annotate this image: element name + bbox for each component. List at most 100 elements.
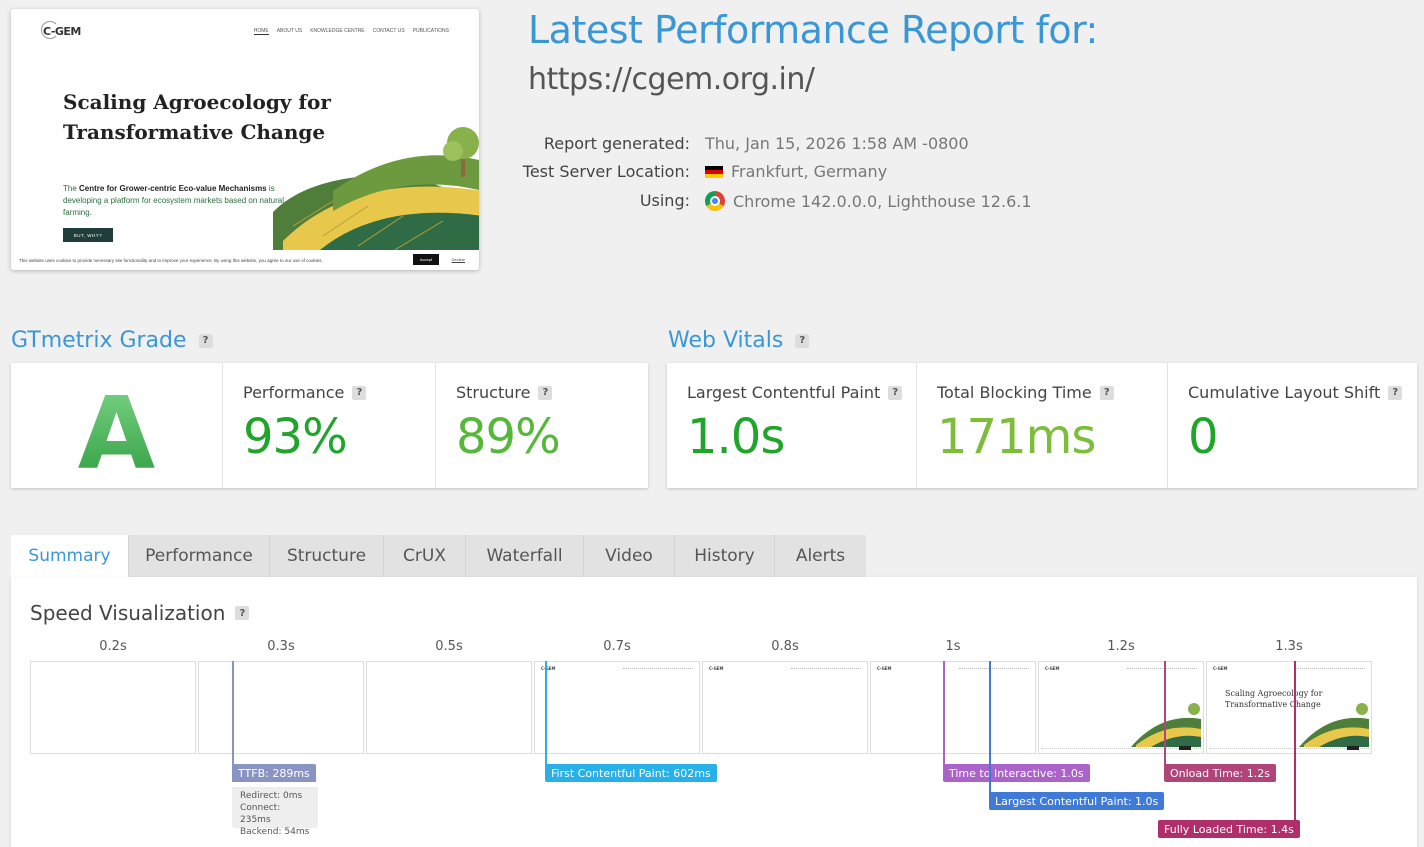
hills-illustration [273,127,479,256]
filmstrip-frame[interactable]: C·GEM [702,661,868,754]
lcp-label-wrap: Largest Contentful Paint ? [687,383,903,402]
filmstrip-frame[interactable]: C·GEM [1038,661,1204,754]
location-value-wrap: Frankfurt, Germany [705,162,887,181]
filmstrip-frame[interactable]: C·GEM [870,661,1036,754]
mini-nav [1295,668,1365,669]
ttfb-redirect: Redirect: 0ms [240,791,303,801]
filmstrip-frame[interactable] [30,661,196,754]
mini-logo-icon: C·GEM [1045,666,1060,671]
tti-label[interactable]: Time to Interactive: 1.0s [943,764,1090,782]
lcp-marker-line [989,661,991,797]
help-icon[interactable]: ? [352,385,367,400]
screenshot-cookie-bar: This website uses cookies to provide nec… [11,250,479,270]
screenshot-cta-button: BUT, WHY? [63,228,113,242]
cls-label: Cumulative Layout Shift [1188,383,1381,402]
frame-time: 1s [945,639,961,654]
screenshot-accept-button: Accept [413,254,439,265]
speed-title-text: Speed Visualization [30,601,226,625]
tab-video[interactable]: Video [584,535,675,577]
help-icon[interactable]: ? [198,333,213,348]
grade-letter: A [11,375,222,492]
logo-ring-icon [41,21,59,39]
tab-structure[interactable]: Structure [270,535,384,577]
screenshot-decline-link: Decline [451,257,465,262]
tbt-value: 171ms [937,409,1096,465]
screenshot-nav-item: HOME [253,28,269,35]
ttfb-backend: Backend: 54ms [240,827,310,837]
cls-value: 0 [1188,409,1219,465]
performance-cell: Performance ? 93% [223,363,436,488]
mini-nav [791,668,861,669]
onload-label[interactable]: Onload Time: 1.2s [1164,764,1276,782]
tab-crux[interactable]: CrUX [384,535,466,577]
ttfb-marker-line [232,661,234,769]
filmstrip-frame[interactable] [198,661,364,754]
filmstrip-frame[interactable]: C·GEM [534,661,700,754]
screenshot-logo: C-GEM [43,25,81,38]
tab-history[interactable]: History [675,535,775,577]
performance-label: Performance [243,383,345,402]
screenshot-nav-item: ABOUT US [276,28,303,34]
location-label: Test Server Location: [522,162,690,181]
mini-nav [1127,668,1197,669]
lcp-label: Largest Contentful Paint [687,383,881,402]
frame-time: 1.3s [1275,639,1303,654]
help-icon[interactable]: ? [1099,385,1114,400]
ttfb-detail: Redirect: 0ms Connect: 235ms Backend: 54… [232,787,318,837]
sub-rest: is developing a platform for ecosystem m… [63,184,285,217]
grade-section-title: GTmetrix Grade ? [11,328,213,353]
tab-performance[interactable]: Performance [129,535,270,577]
screenshot-nav-item: CONTACT US [372,28,405,34]
page-screenshot: C-GEM HOME ABOUT US KNOWLEDGE CENTRE CON… [11,9,479,270]
using-value: Chrome 142.0.0.0, Lighthouse 12.6.1 [733,191,1032,211]
sub-bold: Centre for Grower-centric Eco-value Mech… [79,184,267,193]
mini-hills-illustration [1131,703,1201,747]
tbt-label-wrap: Total Blocking Time ? [937,383,1114,402]
speed-visualization-title: Speed Visualization ? [30,601,250,625]
vitals-card: Largest Contentful Paint ? 1.0s Total Bl… [667,363,1417,488]
help-icon[interactable]: ? [1388,385,1403,400]
grade-cell: A [11,363,223,492]
mini-cookie-bar [1041,748,1201,751]
ttfb-connect: Connect: 235ms [240,803,281,825]
report-title: Latest Performance Report for: [528,8,1098,52]
vitals-section-title: Web Vitals ? [668,328,810,353]
filmstrip-frame[interactable] [366,661,532,754]
help-icon[interactable]: ? [888,385,903,400]
mini-logo-icon: C·GEM [1213,666,1228,671]
lcp-milestone-label[interactable]: Largest Contentful Paint: 1.0s [989,792,1165,810]
fully-loaded-marker-line [1294,661,1296,825]
frame-time: 0.3s [267,639,295,654]
grade-card: A Performance ? 93% Structure ? 89% [11,363,648,492]
help-icon[interactable]: ? [538,385,553,400]
help-icon[interactable]: ? [795,333,810,348]
onload-marker-line [1164,661,1166,769]
ttfb-label[interactable]: TTFB: 289ms [232,764,316,782]
help-icon[interactable]: ? [235,606,250,620]
cookie-text: This website uses cookies to provide nec… [19,257,323,263]
mini-logo-icon: C·GEM [877,666,892,671]
screenshot-nav-item: KNOWLEDGE CENTRE [310,28,365,34]
using-label: Using: [639,191,690,210]
mini-accept [1179,746,1191,750]
summary-panel: Speed Visualization ? 0.2s 0.3s 0.5s 0.7… [11,577,1417,847]
tbt-cell: Total Blocking Time ? 171ms [917,363,1168,488]
mini-accept [1347,746,1359,750]
structure-label-wrap: Structure ? [456,383,553,402]
filmstrip-frame[interactable]: C·GEM Scaling Agroecology for Transforma… [1206,661,1372,754]
generated-label: Report generated: [543,134,690,153]
fully-loaded-label[interactable]: Fully Loaded Time: 1.4s [1158,820,1300,838]
tab-summary[interactable]: Summary [11,535,129,577]
report-url[interactable]: https://cgem.org.in/ [528,62,815,97]
generated-value: Thu, Jan 15, 2026 1:58 AM -0800 [705,134,969,153]
fcp-label[interactable]: First Contentful Paint: 602ms [545,764,717,782]
tbt-label: Total Blocking Time [937,383,1092,402]
tab-waterfall[interactable]: Waterfall [466,535,584,577]
frame-time: 0.8s [771,639,799,654]
lcp-value: 1.0s [687,409,785,465]
screenshot-nav-item: PUBLICATIONS [412,28,449,34]
tab-alerts[interactable]: Alerts [775,535,866,577]
report-tabs: Summary Performance Structure CrUX Water… [11,535,866,577]
frame-time: 0.2s [99,639,127,654]
performance-label-wrap: Performance ? [243,383,367,402]
